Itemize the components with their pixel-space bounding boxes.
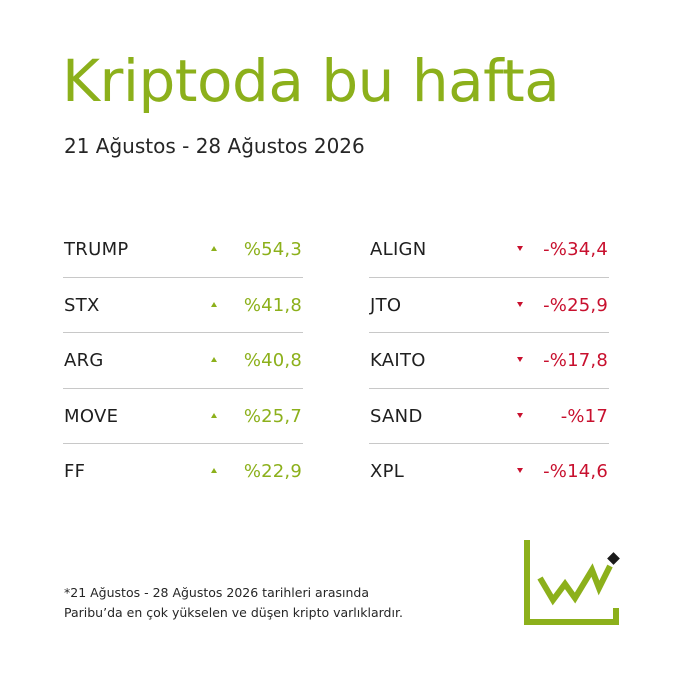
- triangle-up-icon: [211, 357, 217, 362]
- triangle-down-icon: [517, 301, 523, 307]
- change-value: -%25,9: [543, 294, 608, 316]
- asset-name: KAITO: [370, 350, 426, 371]
- asset-name: SAND: [370, 405, 423, 427]
- change-value: -%17: [560, 405, 608, 427]
- page-title: Kriptoda bu hafta: [62, 47, 560, 115]
- losers-list: ALIGN -%34,4 JTO -%25,9 KAITO -%17,8 SAN…: [369, 222, 609, 500]
- asset-name: TRUMP: [64, 239, 129, 260]
- change-value: %41,8: [243, 294, 302, 316]
- asset-name: JTO: [370, 294, 402, 316]
- loser-row: XPL -%14,6: [369, 444, 609, 500]
- gainer-row: TRUMP %54,3: [63, 222, 303, 278]
- gainer-row: ARG %40,8: [63, 333, 303, 389]
- asset-name: ALIGN: [370, 239, 427, 260]
- loser-row: KAITO -%17,8: [369, 333, 609, 389]
- asset-name: MOVE: [64, 405, 119, 427]
- change-value: %54,3: [243, 239, 302, 260]
- triangle-down-icon: [517, 412, 523, 418]
- triangle-up-icon: [211, 468, 217, 473]
- change-value: -%34,4: [543, 239, 608, 260]
- change-value: %40,8: [243, 350, 302, 371]
- loser-row: JTO -%25,9: [369, 278, 609, 333]
- asset-name: XPL: [370, 461, 405, 482]
- date-range: 21 Ağustos - 28 Ağustos 2026: [64, 134, 365, 158]
- gainers-list: TRUMP %54,3 STX %41,8 ARG %40,8 MOVE %25…: [63, 222, 303, 500]
- asset-name: ARG: [64, 350, 104, 371]
- triangle-down-icon: [517, 357, 523, 362]
- triangle-down-icon: [517, 468, 523, 473]
- triangle-up-icon: [211, 412, 217, 418]
- triangle-up-icon: [211, 246, 217, 251]
- change-value: -%14,6: [543, 461, 608, 482]
- triangle-down-icon: [517, 246, 523, 251]
- footnote-line-2: Paribu’da en çok yükselen ve düşen kript…: [64, 605, 403, 620]
- gainer-row: STX %41,8: [63, 278, 303, 333]
- footnote: *21 Ağustos - 28 Ağustos 2026 tarihleri …: [64, 583, 403, 623]
- trend-chart-logo-icon: [524, 540, 620, 625]
- change-value: %25,7: [243, 405, 302, 427]
- asset-name: FF: [64, 461, 86, 482]
- loser-row: ALIGN -%34,4: [369, 222, 609, 278]
- change-value: %22,9: [243, 461, 302, 482]
- change-value: -%17,8: [543, 350, 608, 371]
- asset-name: STX: [64, 294, 100, 316]
- triangle-up-icon: [211, 301, 217, 307]
- loser-row: SAND -%17: [369, 389, 609, 444]
- footnote-line-1: *21 Ağustos - 28 Ağustos 2026 tarihleri …: [64, 585, 369, 600]
- gainer-row: MOVE %25,7: [63, 389, 303, 444]
- gainer-row: FF %22,9: [63, 444, 303, 500]
